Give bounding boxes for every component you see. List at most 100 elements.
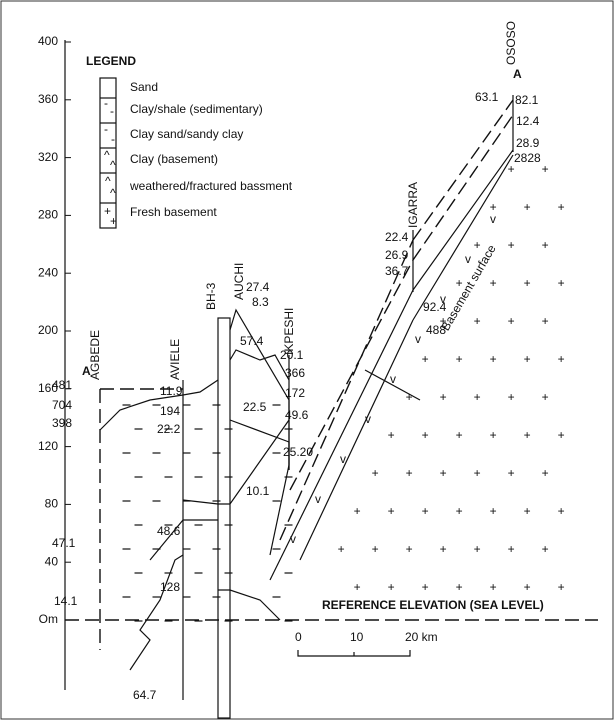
well-value: 48.6 — [157, 524, 181, 538]
basement-mark: + — [490, 580, 497, 594]
weathered-mark: v — [290, 532, 296, 546]
axis-tick-label: 320 — [38, 150, 58, 164]
basement-mark: + — [354, 580, 361, 594]
axis-tick-label: 360 — [38, 92, 58, 106]
weathered-mark: v — [490, 212, 496, 226]
basement-mark: + — [406, 542, 413, 556]
well-value: 20.1 — [280, 348, 304, 362]
well-name: BH-3 — [204, 282, 218, 310]
basement-mark: + — [456, 352, 463, 366]
well-value: 366 — [285, 366, 305, 380]
well-value: 36.7 — [385, 264, 409, 278]
well-value: 26.9 — [385, 248, 409, 262]
basement-mark: + — [354, 504, 361, 518]
basement-mark: + — [422, 580, 429, 594]
legend-item: Clay/shale (sedimentary) — [130, 102, 263, 116]
basement-mark: + — [542, 542, 549, 556]
well-value: 481 — [52, 378, 72, 392]
basement-mark: + — [524, 352, 531, 366]
well-value: 25.20 — [283, 445, 313, 459]
basement-mark: + — [490, 428, 497, 442]
well-value: 64.7 — [133, 688, 157, 702]
basement-mark: + — [440, 466, 447, 480]
axis-tick-label: 400 — [38, 34, 58, 48]
pattern-mark: - — [110, 104, 114, 118]
well-value: 10.1 — [246, 484, 270, 498]
basement-mark: + — [558, 504, 565, 518]
well-value: 57.4 — [240, 334, 264, 348]
legend-item: weathered/fractured bassment — [129, 179, 293, 193]
well-value: 22.4 — [385, 230, 409, 244]
scale-label: 0 — [295, 630, 302, 644]
basement-mark: + — [440, 542, 447, 556]
axis-tick-label: Om — [39, 612, 58, 626]
well-name: AVIELE — [168, 339, 182, 380]
diagram: - - - - ^^^^++++++++++++++++++++++++++++… — [0, 0, 615, 721]
well-value: 14.1 — [54, 594, 78, 608]
basement-mark: + — [372, 542, 379, 556]
well-value: 22.5 — [243, 400, 267, 414]
legend-item: Sand — [130, 80, 158, 94]
reference-label: REFERENCE ELEVATION (SEA LEVEL) — [322, 598, 544, 612]
axis-tick-label: 200 — [38, 323, 58, 337]
legend-title: LEGEND — [86, 54, 136, 68]
basement-mark: + — [474, 314, 481, 328]
legend-item: Fresh basement — [130, 205, 217, 219]
basement-mark: + — [474, 542, 481, 556]
basement-mark: + — [524, 428, 531, 442]
well-value: 11.9 — [160, 384, 183, 398]
well-value: 47.1 — [52, 536, 76, 550]
basement-mark: + — [490, 352, 497, 366]
basement-mark: + — [490, 276, 497, 290]
basement-mark: + — [542, 314, 549, 328]
well-value: 128 — [160, 580, 180, 594]
basement-mark: + — [456, 504, 463, 518]
basement-mark: + — [474, 390, 481, 404]
basement-mark: + — [524, 504, 531, 518]
axis-tick-label: 280 — [38, 208, 58, 222]
section-end: A — [513, 67, 522, 81]
basement-mark: + — [456, 428, 463, 442]
legend-item: Clay sand/sandy clay — [130, 127, 243, 141]
well-value: 82.1 — [515, 93, 539, 107]
weathered-mark: v — [365, 412, 371, 426]
scale-label: 10 — [350, 630, 364, 644]
pattern-mark: ^ — [110, 186, 116, 200]
basement-mark: + — [508, 390, 515, 404]
pattern-mark: - — [111, 132, 115, 146]
axis-tick-label: 120 — [38, 439, 58, 453]
weathered-mark: v — [415, 332, 421, 346]
basement-mark: + — [524, 276, 531, 290]
basement-mark: + — [422, 352, 429, 366]
basement-mark: + — [558, 580, 565, 594]
well-value: 172 — [285, 386, 305, 400]
well-value: 398 — [52, 416, 72, 430]
page: {"axis": {"ticks": ["400", "360", "320",… — [0, 0, 615, 721]
well-value: 194 — [160, 404, 180, 418]
pattern-mark: - — [104, 122, 108, 136]
scale-label: 20 km — [405, 630, 438, 644]
well-value: 27.4 — [246, 280, 270, 294]
basement-mark: + — [508, 314, 515, 328]
basement-mark: + — [474, 466, 481, 480]
basement-mark: + — [524, 580, 531, 594]
basement-mark: + — [422, 504, 429, 518]
well-value: 22.2 — [157, 422, 181, 436]
legend-item: Clay (basement) — [130, 152, 218, 166]
well-name: AUCHI — [232, 263, 246, 300]
well-value: 704 — [52, 398, 72, 412]
well-value: 12.4 — [516, 114, 540, 128]
pattern-mark: ^ — [110, 158, 116, 172]
basement-mark: + — [388, 504, 395, 518]
well-value: 8.3 — [252, 295, 269, 309]
well-value: 92.4 — [423, 300, 447, 314]
well-name: AGBEDE — [88, 330, 102, 380]
axis-tick-label: 40 — [45, 554, 59, 568]
well-name: IGARRA — [406, 182, 420, 228]
well-value: 2828 — [514, 151, 541, 165]
weathered-mark: v — [465, 252, 471, 266]
basement-mark: + — [406, 466, 413, 480]
well-name: OSOSO — [504, 21, 518, 65]
basement-mark: + — [524, 200, 531, 214]
well-value: 28.9 — [516, 136, 540, 150]
